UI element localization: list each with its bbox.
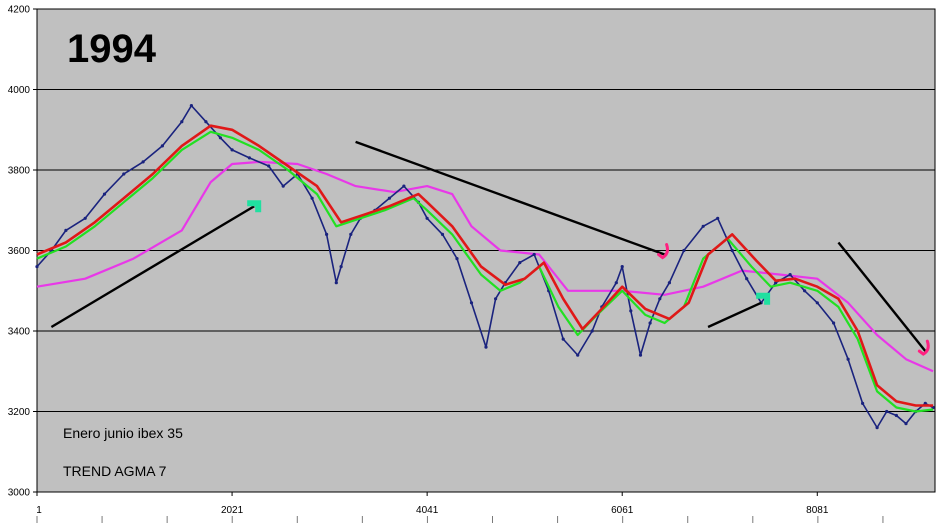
x-tick-label-1: 2021 xyxy=(221,505,244,516)
price-point-11 xyxy=(218,136,222,140)
marker-green-marker-2 xyxy=(756,292,771,305)
price-point-4 xyxy=(102,192,107,196)
trendline-trend-down-1 xyxy=(355,140,666,256)
price-point-5 xyxy=(122,172,126,176)
y-tick-label-5: 4000 xyxy=(8,85,31,96)
x-axis: 1 2021 4041 6061 8081 xyxy=(36,492,884,523)
price-point-34 xyxy=(518,261,522,265)
y-tick-label-3: 3600 xyxy=(8,246,31,257)
price-point-47 xyxy=(667,281,672,285)
price-point-37 xyxy=(561,337,565,341)
series-group xyxy=(35,104,935,430)
price-point-27 xyxy=(425,216,429,220)
price-point-15 xyxy=(281,184,285,188)
price-point-63 xyxy=(894,413,899,418)
price-point-3 xyxy=(83,216,87,220)
price-point-6 xyxy=(141,160,145,164)
price-point-62 xyxy=(885,409,889,414)
y-tick-label-6: 4200 xyxy=(8,5,31,16)
trendline-trend-down-2 xyxy=(837,241,927,352)
price-point-31 xyxy=(484,345,488,349)
price-point-21 xyxy=(349,232,353,236)
price-point-59 xyxy=(846,357,850,361)
price-point-52 xyxy=(745,277,749,281)
x-tick-label-2: 4041 xyxy=(416,505,439,516)
price-point-10 xyxy=(204,120,208,124)
price-point-46 xyxy=(658,297,662,301)
x-tick-label-0: 1 xyxy=(36,505,42,516)
series-line-price xyxy=(36,104,934,429)
price-point-38 xyxy=(576,353,580,357)
gridlines xyxy=(37,89,935,412)
y-tick-label-0: 3000 xyxy=(8,488,31,499)
y-tick-label-1: 3200 xyxy=(8,407,31,418)
price-point-44 xyxy=(638,353,643,357)
price-point-55 xyxy=(788,273,792,277)
price-point-51 xyxy=(730,248,734,253)
marker-pink-hook-1 xyxy=(657,243,669,260)
price-point-48 xyxy=(682,248,686,253)
price-point-9 xyxy=(189,104,193,108)
price-point-64 xyxy=(904,422,908,426)
price-point-8 xyxy=(180,120,184,124)
price-point-0 xyxy=(35,265,39,269)
price-point-2 xyxy=(64,228,68,232)
price-point-14 xyxy=(267,164,271,168)
price-point-57 xyxy=(815,301,819,305)
y-tick-label-2: 3400 xyxy=(8,327,31,338)
price-point-12 xyxy=(230,148,234,152)
x-tick-label-4: 8081 xyxy=(806,505,829,516)
price-point-18 xyxy=(325,232,329,236)
annotation-method: TREND AGMA 7 xyxy=(63,463,167,479)
price-point-58 xyxy=(832,321,836,325)
price-point-35 xyxy=(532,252,536,257)
marker-pink-hook-2 xyxy=(917,339,930,356)
price-point-24 xyxy=(387,196,391,200)
price-point-32 xyxy=(494,297,498,301)
series-line-ma_red xyxy=(36,124,934,407)
price-point-7 xyxy=(160,144,164,148)
price-point-39 xyxy=(590,329,594,333)
annotation-period: Enero junio ibex 35 xyxy=(63,425,183,441)
price-point-42 xyxy=(620,265,624,269)
y-axis: 3000 3200 3400 3600 3800 4000 4200 xyxy=(8,5,37,499)
price-point-25 xyxy=(402,184,406,188)
trendline-trend-up-1 xyxy=(50,205,255,329)
markers-group xyxy=(247,200,930,356)
price-point-43 xyxy=(629,309,633,313)
price-point-17 xyxy=(310,196,314,200)
series-line-ma_magenta xyxy=(36,160,934,373)
price-point-50 xyxy=(716,216,720,220)
price-point-45 xyxy=(648,321,652,325)
chart-title: 1994 xyxy=(67,27,157,71)
price-point-56 xyxy=(803,289,807,293)
x-tick-label-3: 6061 xyxy=(611,505,634,516)
price-point-29 xyxy=(455,257,459,261)
price-point-60 xyxy=(861,401,865,405)
price-point-19 xyxy=(334,281,338,285)
y-tick-label-4: 3800 xyxy=(8,166,31,177)
price-point-13 xyxy=(247,156,251,160)
price-point-49 xyxy=(701,224,705,228)
price-point-41 xyxy=(614,281,618,285)
marker-green-marker-1 xyxy=(247,200,262,213)
trendline-trend-up-2 xyxy=(707,301,762,329)
price-point-61 xyxy=(875,426,879,430)
price-point-20 xyxy=(339,265,343,269)
trendlines-group xyxy=(50,140,927,352)
price-point-28 xyxy=(440,232,445,236)
price-point-30 xyxy=(469,301,474,305)
